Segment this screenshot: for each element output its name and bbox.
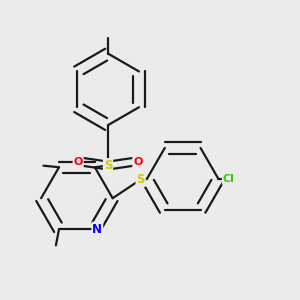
Text: S: S xyxy=(104,159,112,172)
Text: O: O xyxy=(74,157,83,167)
Text: N: N xyxy=(92,223,102,236)
Text: S: S xyxy=(136,173,145,186)
Text: Cl: Cl xyxy=(223,174,235,184)
Text: O: O xyxy=(133,157,142,167)
